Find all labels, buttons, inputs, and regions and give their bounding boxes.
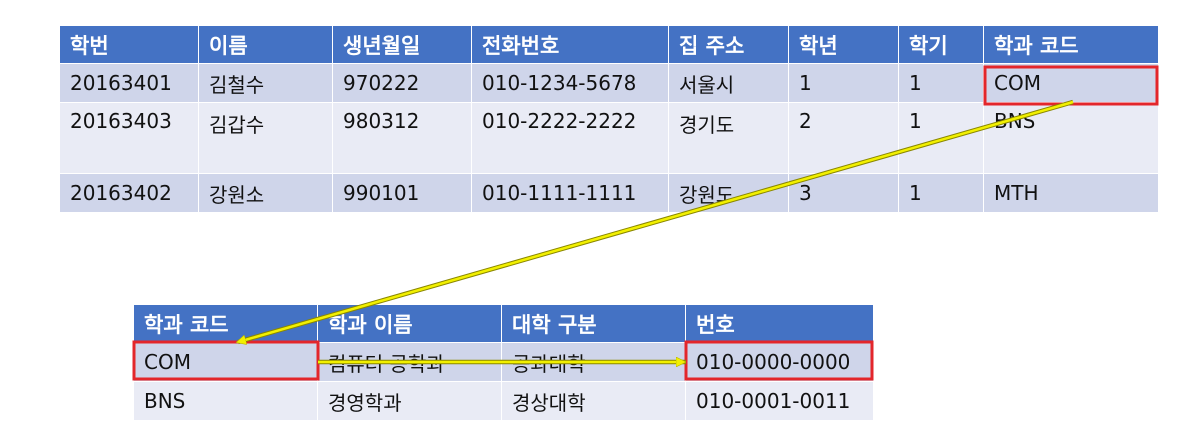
cell-dept-name: 컴퓨터 공학과: [317, 342, 502, 382]
cell-grade: 2: [788, 102, 899, 174]
cell-phone: 010-1111-1111: [471, 173, 669, 213]
cell-semester: 1: [898, 102, 984, 174]
header-number: 번호: [685, 304, 874, 343]
cell-birthdate: 990101: [332, 173, 472, 213]
table-row: COM 컴퓨터 공학과 공과대학 010-0000-0000: [133, 342, 874, 382]
cell-dept-code: MTH: [983, 173, 1159, 213]
header-student-id: 학번: [59, 25, 199, 64]
cell-phone: 010-1234-5678: [471, 63, 669, 103]
department-header-row: 학과 코드 학과 이름 대학 구분 번호: [133, 304, 874, 343]
cell-semester: 1: [898, 173, 984, 213]
header-address: 집 주소: [668, 25, 789, 64]
student-table: 학번 이름 생년월일 전화번호 집 주소 학년 학기 학과 코드 2016340…: [59, 25, 1159, 213]
cell-birthdate: 980312: [332, 102, 472, 174]
cell-semester: 1: [898, 63, 984, 103]
cell-birthdate: 970222: [332, 63, 472, 103]
header-phone: 전화번호: [471, 25, 669, 64]
header-birthdate: 생년월일: [332, 25, 472, 64]
table-row: 20163403 김갑수 980312 010-2222-2222 경기도 2 …: [59, 102, 1159, 174]
cell-address: 서울시: [668, 63, 789, 103]
cell-student-id: 20163401: [59, 63, 199, 103]
header-grade: 학년: [788, 25, 899, 64]
cell-address: 강원도: [668, 173, 789, 213]
cell-number: 010-0000-0000: [685, 342, 874, 382]
cell-phone: 010-2222-2222: [471, 102, 669, 174]
cell-dept-code: BNS: [133, 381, 318, 421]
table-row: BNS 경영학과 경상대학 010-0001-0011: [133, 381, 874, 421]
table-row: 20163401 김철수 970222 010-1234-5678 서울시 1 …: [59, 63, 1159, 103]
cell-name: 김갑수: [198, 102, 333, 174]
cell-dept-code: COM: [983, 63, 1159, 103]
cell-dept-name: 경영학과: [317, 381, 502, 421]
cell-college: 공과대학: [501, 342, 686, 382]
cell-name: 강원소: [198, 173, 333, 213]
student-header-row: 학번 이름 생년월일 전화번호 집 주소 학년 학기 학과 코드: [59, 25, 1159, 64]
header-dept-code: 학과 코드: [133, 304, 318, 343]
table-row: 20163402 강원소 990101 010-1111-1111 강원도 3 …: [59, 173, 1159, 213]
cell-dept-code: BNS: [983, 102, 1159, 174]
header-college: 대학 구분: [501, 304, 686, 343]
cell-grade: 1: [788, 63, 899, 103]
header-dept-name: 학과 이름: [317, 304, 502, 343]
department-table: 학과 코드 학과 이름 대학 구분 번호 COM 컴퓨터 공학과 공과대학 01…: [133, 304, 874, 421]
cell-number: 010-0001-0011: [685, 381, 874, 421]
header-dept-code: 학과 코드: [983, 25, 1159, 64]
cell-student-id: 20163402: [59, 173, 199, 213]
cell-name: 김철수: [198, 63, 333, 103]
cell-address: 경기도: [668, 102, 789, 174]
header-semester: 학기: [898, 25, 984, 64]
header-name: 이름: [198, 25, 333, 64]
cell-student-id: 20163403: [59, 102, 199, 174]
cell-grade: 3: [788, 173, 899, 213]
cell-dept-code: COM: [133, 342, 318, 382]
cell-college: 경상대학: [501, 381, 686, 421]
